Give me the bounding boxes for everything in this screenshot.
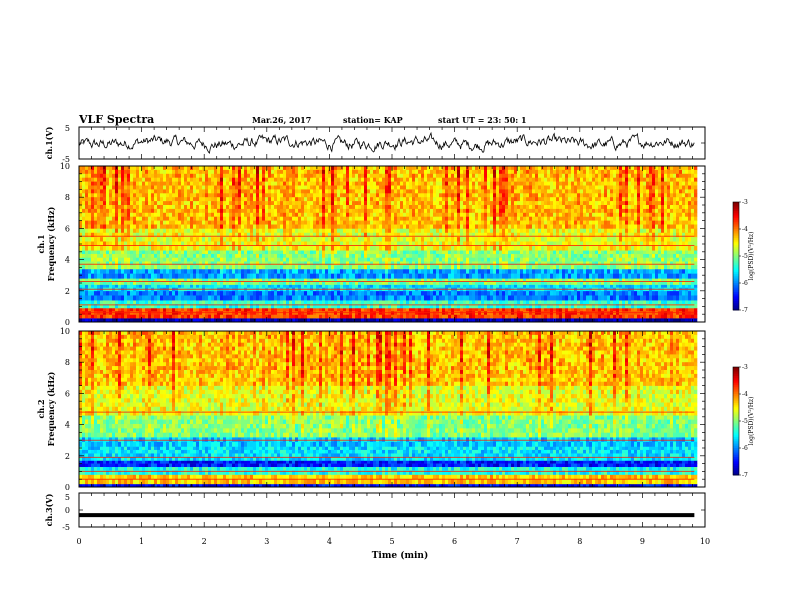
ch1-freq-tick: 4 bbox=[65, 256, 70, 265]
ch1-waveform-panel: 5 -5 ch.1(V) bbox=[44, 124, 706, 164]
ch1-freq-tick: 0 bbox=[65, 318, 70, 327]
time-tick-label: 7 bbox=[515, 537, 520, 546]
station-label: station= KAP bbox=[343, 115, 403, 125]
ch2-spectrogram-panel: 0 2 4 6 8 10 ch.2 Frequency (kHz) -3 -4 -5 -6 -7 l… bbox=[36, 327, 755, 492]
ch1-waveform-trace bbox=[79, 131, 695, 155]
ch2-spectrogram-image bbox=[79, 331, 705, 488]
ch2-spectrogram-ylabel-line2: Frequency (kHz) bbox=[46, 371, 56, 446]
ch1-spectrogram-ylabel-line1: ch.1 bbox=[36, 234, 46, 253]
time-axis: 0 1 2 3 4 5 6 7 8 9 10 bbox=[76, 537, 710, 546]
figure-title: VLF Spectra bbox=[78, 113, 154, 126]
date-label: Mar.26, 2017 bbox=[252, 115, 311, 125]
ch2-freq-tick: 8 bbox=[65, 358, 70, 367]
time-tick-label: 10 bbox=[700, 537, 710, 546]
time-tick-label: 8 bbox=[577, 537, 582, 546]
ch1-spectrogram-image bbox=[79, 166, 705, 323]
colorbar-tick: -6 bbox=[742, 280, 748, 287]
ch2-freq-tick: 6 bbox=[65, 389, 70, 398]
ch1-colorbar: -3 -4 -5 -6 -7 log(PSD)(V²/Hz) bbox=[732, 199, 755, 314]
ch1-freq-tick: 8 bbox=[65, 193, 70, 202]
ch2-colorbar: -3 -4 -5 -6 -7 log(PSD)(V²/Hz) bbox=[732, 364, 755, 479]
time-tick-label: 5 bbox=[389, 537, 394, 546]
colorbar-label: log(PSD)(V²/Hz) bbox=[748, 232, 755, 281]
colorbar-tick: -6 bbox=[742, 445, 748, 452]
ch2-freq-tick: 2 bbox=[65, 452, 70, 461]
colorbar-label: log(PSD)(V²/Hz) bbox=[748, 397, 755, 446]
start-time-label: start UT = 23: 50: 1 bbox=[438, 115, 527, 125]
ch3-waveform-ylabel: ch.3(V) bbox=[44, 493, 54, 526]
ch1-waveform-ylabel: ch.1(V) bbox=[44, 126, 54, 159]
time-tick-label: 6 bbox=[452, 537, 457, 546]
time-axis-label: Time (min) bbox=[372, 550, 429, 561]
colorbar-tick: -7 bbox=[742, 307, 748, 314]
colorbar-tick: -5 bbox=[742, 253, 748, 260]
time-tick-label: 9 bbox=[640, 537, 645, 546]
ch3-ytick-5: 5 bbox=[65, 493, 70, 502]
ch1-ytick-neg5: -5 bbox=[62, 155, 70, 164]
ch2-freq-tick: 4 bbox=[65, 421, 70, 430]
colorbar-tick: -3 bbox=[742, 364, 748, 371]
ch1-spectrogram-ylabel-line2: Frequency (kHz) bbox=[46, 206, 56, 281]
ch2-spectrogram-ylabel-line1: ch.2 bbox=[36, 399, 46, 418]
colorbar-tick: -3 bbox=[742, 199, 748, 206]
time-tick-label: 1 bbox=[139, 537, 144, 546]
time-tick-label: 3 bbox=[264, 537, 269, 546]
time-tick-label: 2 bbox=[202, 537, 207, 546]
ch1-freq-tick: 10 bbox=[60, 162, 70, 171]
colorbar-tick: -4 bbox=[742, 226, 748, 233]
ch3-ytick-0: 0 bbox=[65, 506, 70, 515]
colorbar-tick: -4 bbox=[742, 391, 748, 398]
time-tick-label: 4 bbox=[327, 537, 332, 546]
ch1-freq-tick: 6 bbox=[65, 224, 70, 233]
ch1-ytick-5: 5 bbox=[65, 124, 70, 133]
colorbar-tick: -7 bbox=[742, 472, 748, 479]
ch2-freq-tick: 10 bbox=[60, 327, 70, 336]
time-tick-label: 0 bbox=[76, 537, 81, 546]
ch1-spectrogram-panel: 0 2 4 6 8 10 ch.1 Frequency (kHz) -3 -4 -5 -6 -7 l… bbox=[36, 162, 755, 327]
ch3-waveform-panel: 5 0 -5 ch.3(V) bbox=[44, 492, 706, 532]
ch2-freq-tick: 0 bbox=[65, 483, 70, 492]
colorbar-tick: -5 bbox=[742, 418, 748, 425]
ch1-freq-tick: 2 bbox=[65, 287, 70, 296]
ch3-ytick-neg5: -5 bbox=[62, 523, 70, 532]
